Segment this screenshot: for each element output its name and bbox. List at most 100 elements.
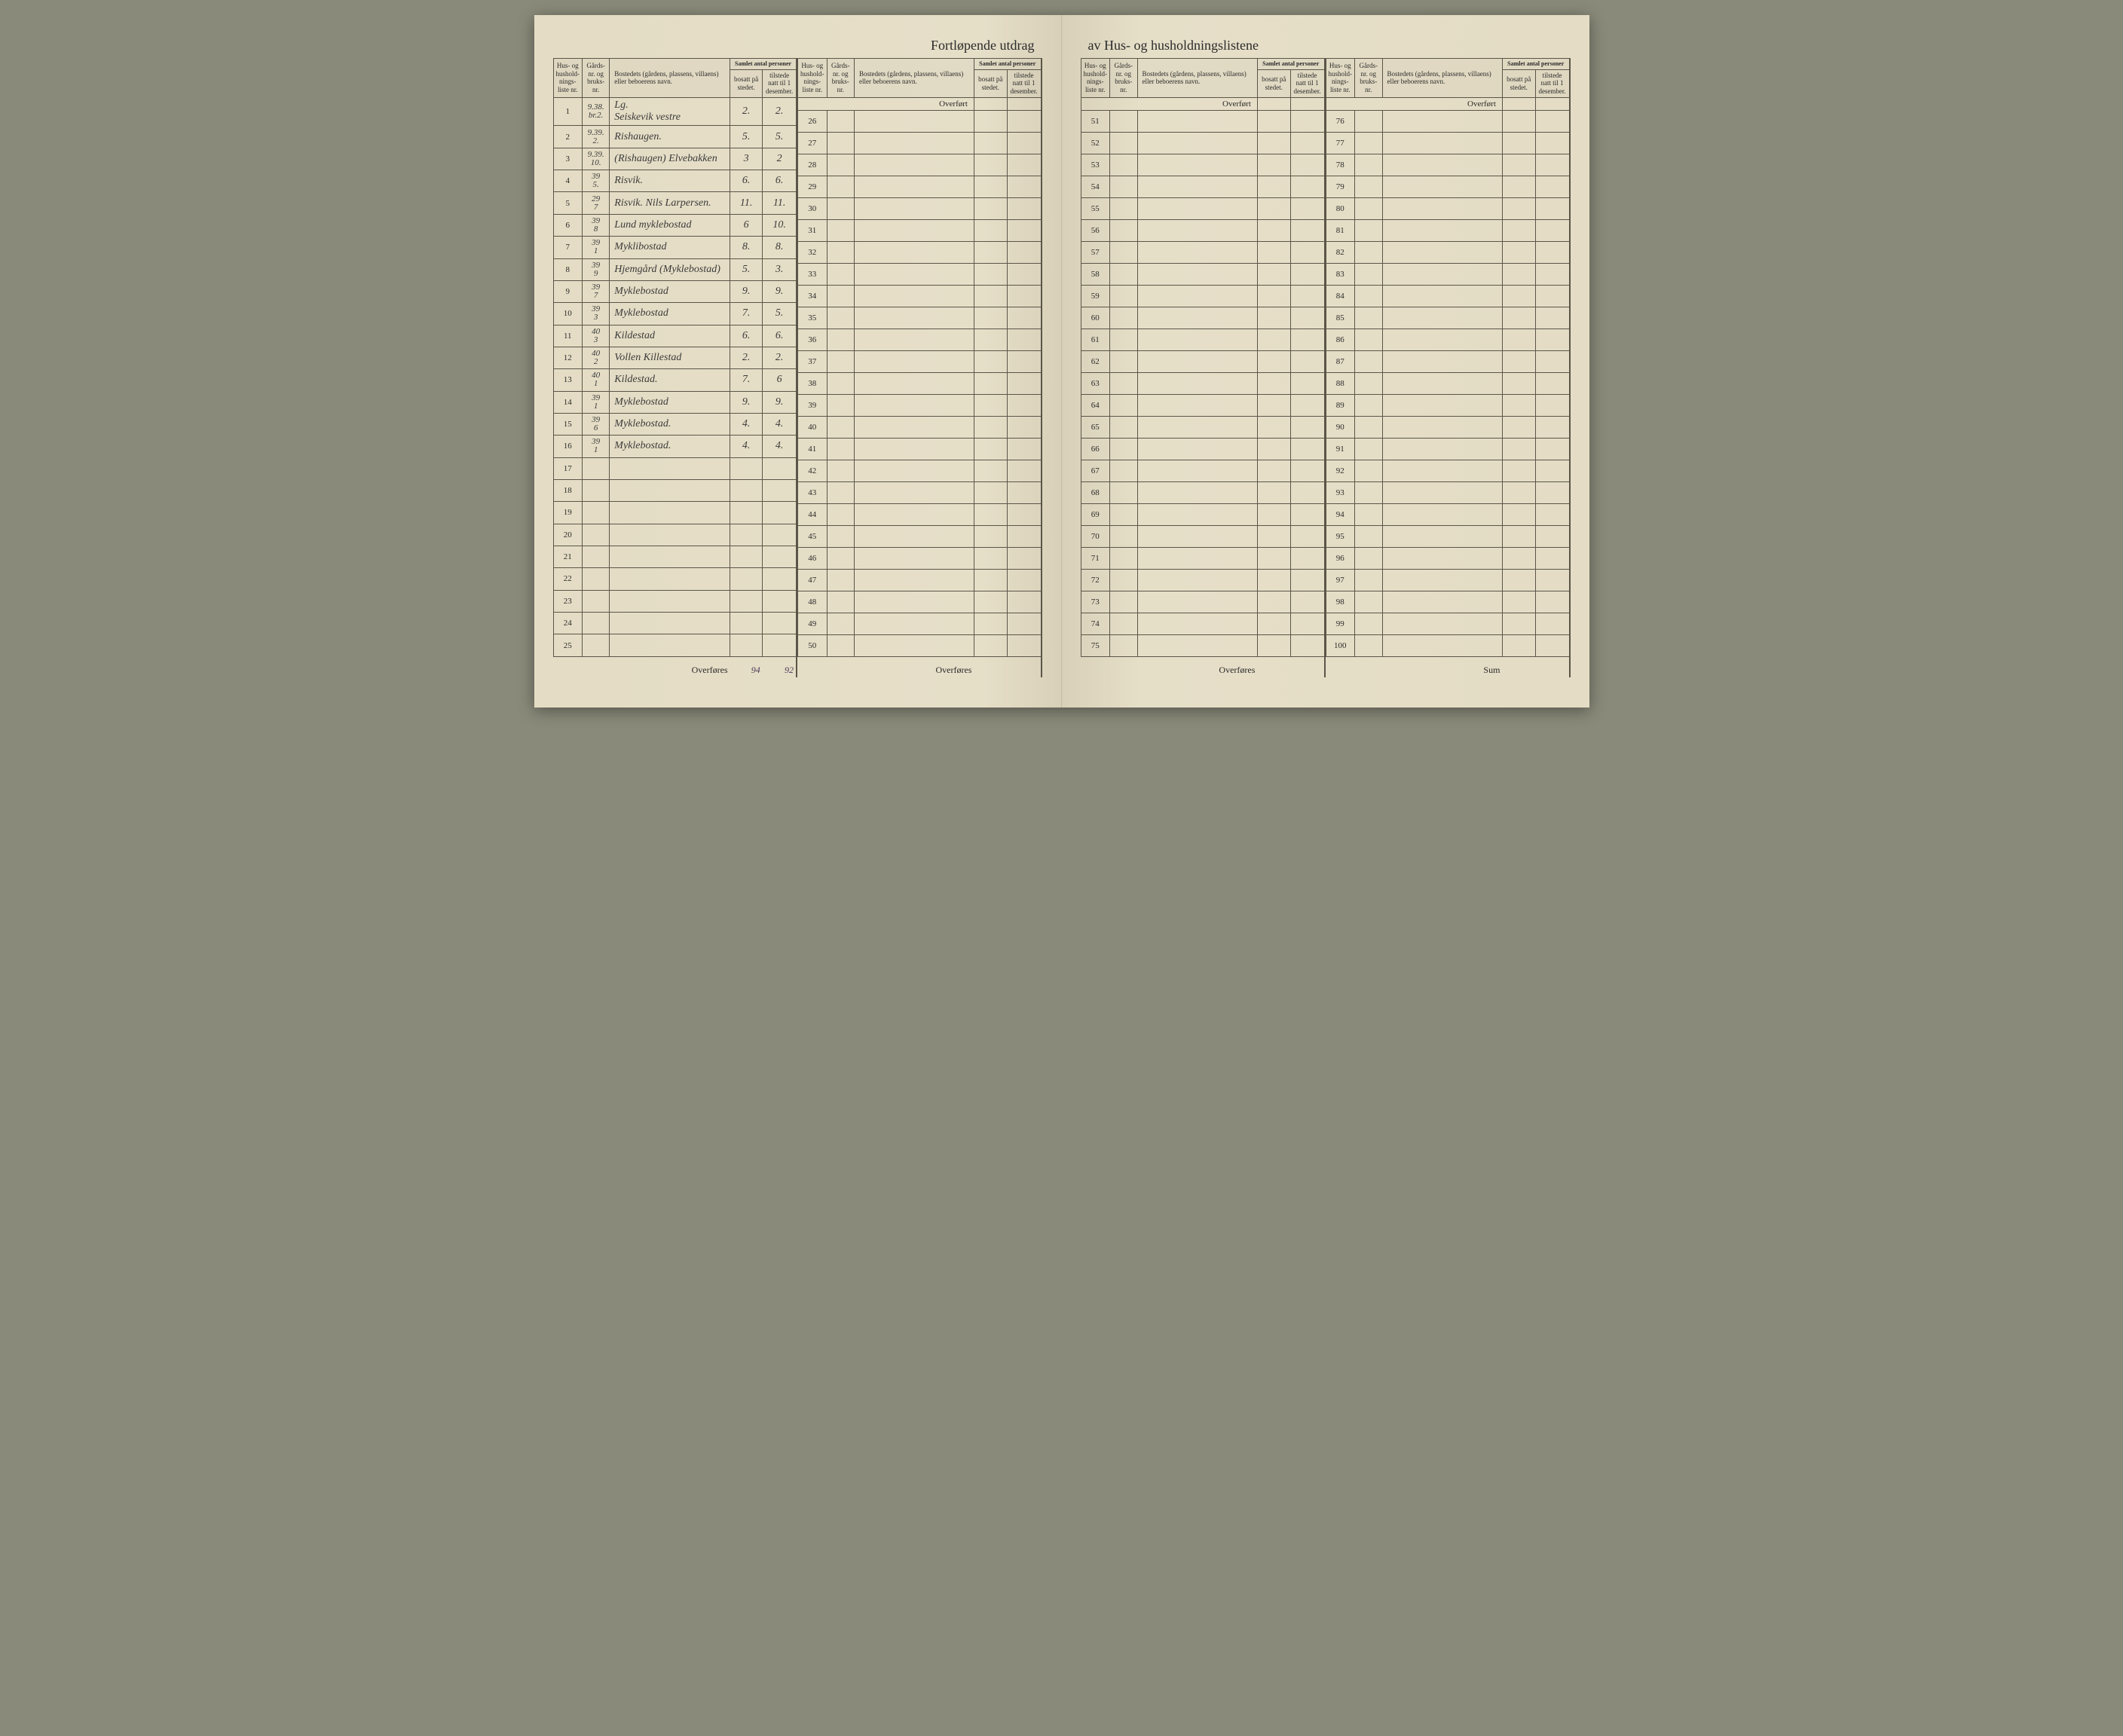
header-bosatt: bosatt på stedet. bbox=[1502, 69, 1535, 97]
bosted-cell: Kildestad bbox=[610, 325, 730, 347]
bosatt-cell bbox=[1257, 634, 1290, 656]
bosted-cell bbox=[610, 546, 730, 567]
bosatt-cell bbox=[1502, 219, 1535, 241]
table-row: 22 bbox=[553, 568, 797, 590]
bosted-cell bbox=[1382, 197, 1502, 219]
gards-cell: 391 bbox=[583, 391, 610, 413]
tilstede-cell bbox=[763, 524, 797, 546]
row-number: 23 bbox=[553, 590, 583, 612]
tilstede-cell bbox=[1007, 525, 1041, 547]
row-number: 30 bbox=[798, 197, 827, 219]
tilstede-cell bbox=[1535, 241, 1569, 263]
bosted-cell bbox=[1382, 372, 1502, 394]
gards-cell bbox=[827, 132, 855, 154]
row-number: 73 bbox=[1081, 591, 1110, 613]
row-number: 89 bbox=[1326, 394, 1355, 416]
gards-cell bbox=[1355, 350, 1383, 372]
header-tilstede: tilstede natt til 1 desember. bbox=[1535, 69, 1569, 97]
bosted-cell bbox=[1382, 525, 1502, 547]
tilstede-cell bbox=[763, 502, 797, 524]
tilstede-cell: 6. bbox=[763, 325, 797, 347]
gards-cell bbox=[1355, 525, 1383, 547]
row-number: 70 bbox=[1081, 525, 1110, 547]
bosatt-cell: 11. bbox=[730, 192, 763, 214]
row-number: 88 bbox=[1326, 372, 1355, 394]
bosatt-cell bbox=[974, 525, 1007, 547]
tilstede-cell bbox=[1007, 460, 1041, 481]
gards-cell: 9.39.10. bbox=[583, 148, 610, 170]
gards-cell bbox=[583, 634, 610, 657]
gards-cell bbox=[1110, 285, 1138, 307]
tilstede-cell bbox=[1535, 329, 1569, 350]
gards-cell bbox=[1110, 176, 1138, 197]
table-row: 51 bbox=[1081, 110, 1325, 132]
bosted-cell bbox=[1137, 285, 1257, 307]
tilstede-cell bbox=[1535, 132, 1569, 154]
table-row: 68 bbox=[1081, 481, 1325, 503]
row-number: 8 bbox=[553, 258, 583, 280]
table-row: 39.39.10.(Rishaugen) Elvebakken32 bbox=[553, 148, 797, 170]
table-row: 11403Kildestad6.6. bbox=[553, 325, 797, 347]
table-row: 24 bbox=[553, 613, 797, 634]
table-row: 97 bbox=[1326, 569, 1570, 591]
bosatt-cell: 4. bbox=[730, 413, 763, 435]
row-number: 16 bbox=[553, 436, 583, 457]
row-number: 34 bbox=[798, 285, 827, 307]
bosatt-cell bbox=[1257, 197, 1290, 219]
table-row: 76 bbox=[1326, 110, 1570, 132]
table-row: 44 bbox=[798, 503, 1042, 525]
tilstede-cell: 10. bbox=[763, 214, 797, 236]
row-number: 91 bbox=[1326, 438, 1355, 460]
row-number: 80 bbox=[1326, 197, 1355, 219]
gards-cell bbox=[1355, 634, 1383, 656]
bosted-cell bbox=[1137, 176, 1257, 197]
bosatt-cell bbox=[974, 132, 1007, 154]
bosatt-cell bbox=[1257, 525, 1290, 547]
table-row: 96 bbox=[1326, 547, 1570, 569]
tilstede-cell bbox=[1535, 634, 1569, 656]
row-number: 46 bbox=[798, 547, 827, 569]
bosted-cell bbox=[1137, 525, 1257, 547]
row-number: 60 bbox=[1081, 307, 1110, 329]
table-row: 34 bbox=[798, 285, 1042, 307]
bosted-cell bbox=[855, 219, 974, 241]
table-row: 30 bbox=[798, 197, 1042, 219]
row-number: 62 bbox=[1081, 350, 1110, 372]
table-row: 91 bbox=[1326, 438, 1570, 460]
tilstede-cell: 6. bbox=[763, 170, 797, 192]
tilstede-cell bbox=[1007, 613, 1041, 634]
header-liste: Hus- og hushold-nings-liste nr. bbox=[798, 59, 827, 98]
tilstede-cell bbox=[1535, 416, 1569, 438]
row-number: 12 bbox=[553, 347, 583, 368]
table-row: 69 bbox=[1081, 503, 1325, 525]
gards-cell bbox=[827, 350, 855, 372]
bosatt-cell bbox=[1257, 350, 1290, 372]
row-number: 83 bbox=[1326, 263, 1355, 285]
bosatt-cell bbox=[1502, 525, 1535, 547]
gards-cell bbox=[1355, 394, 1383, 416]
table-row: 52 bbox=[1081, 132, 1325, 154]
row-number: 98 bbox=[1326, 591, 1355, 613]
gards-cell bbox=[583, 546, 610, 567]
bosted-cell bbox=[1137, 438, 1257, 460]
table-row: 79 bbox=[1326, 176, 1570, 197]
tilstede-cell: 2. bbox=[763, 97, 797, 125]
row-number: 87 bbox=[1326, 350, 1355, 372]
tilstede-cell bbox=[1290, 613, 1324, 634]
row-number: 43 bbox=[798, 481, 827, 503]
row-number: 93 bbox=[1326, 481, 1355, 503]
bosted-cell bbox=[855, 372, 974, 394]
table-row: 57 bbox=[1081, 241, 1325, 263]
tilstede-cell bbox=[1290, 350, 1324, 372]
overfores-label: Overføres bbox=[1081, 656, 1257, 677]
gards-cell bbox=[1355, 460, 1383, 481]
bosatt-cell bbox=[974, 416, 1007, 438]
table-row: 87 bbox=[1326, 350, 1570, 372]
gards-cell bbox=[1355, 591, 1383, 613]
table-row: 21 bbox=[553, 546, 797, 567]
gards-cell bbox=[1355, 481, 1383, 503]
table-row: 85 bbox=[1326, 307, 1570, 329]
bosted-cell bbox=[1382, 460, 1502, 481]
row-number: 74 bbox=[1081, 613, 1110, 634]
table-row: 15396Myklebostad.4.4. bbox=[553, 413, 797, 435]
